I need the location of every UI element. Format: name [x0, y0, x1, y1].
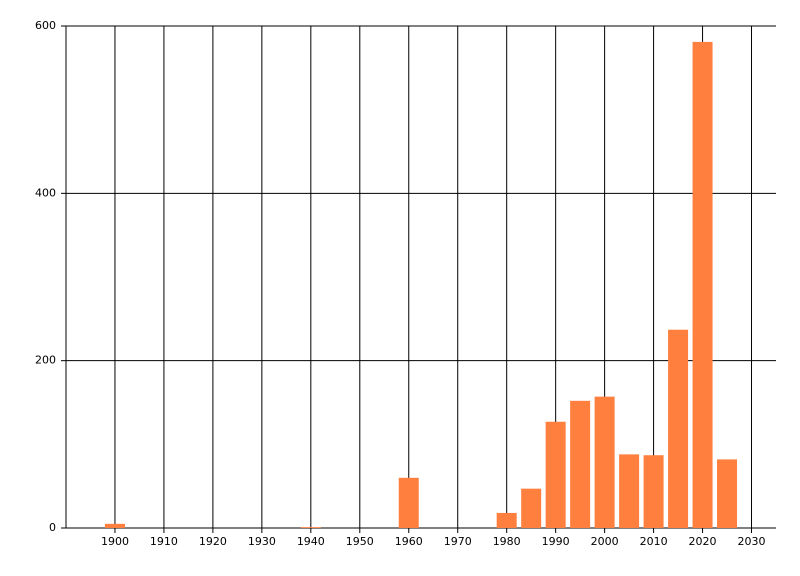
x-tick-label: 1940	[297, 535, 325, 548]
x-tick-label: 2020	[689, 535, 717, 548]
x-tick-label: 2030	[738, 535, 766, 548]
x-tick-label: 1980	[493, 535, 521, 548]
bar	[300, 527, 321, 528]
bar	[545, 421, 566, 528]
bar	[668, 329, 689, 528]
x-tick-label: 1950	[346, 535, 374, 548]
x-tick-label: 1900	[101, 535, 129, 548]
y-tick-label: 200	[35, 354, 56, 367]
x-tick-label: 1920	[199, 535, 227, 548]
x-tick-label: 1930	[248, 535, 276, 548]
x-tick-label: 1990	[542, 535, 570, 548]
x-tick-label: 1970	[444, 535, 472, 548]
bar	[619, 454, 640, 528]
y-tick-label: 600	[35, 19, 56, 32]
y-tick-label: 0	[49, 521, 56, 534]
bar	[717, 459, 738, 528]
x-tick-label: 1960	[395, 535, 423, 548]
x-tick-label: 2010	[640, 535, 668, 548]
x-tick-label: 1910	[150, 535, 178, 548]
bar	[104, 523, 125, 528]
bar	[643, 455, 664, 528]
x-tick-label: 2000	[591, 535, 619, 548]
bar	[594, 396, 615, 528]
bar	[398, 477, 419, 528]
y-tick-label: 400	[35, 186, 56, 199]
bar	[496, 512, 517, 528]
bar	[521, 488, 542, 528]
bar	[692, 41, 713, 528]
bar	[570, 400, 591, 528]
